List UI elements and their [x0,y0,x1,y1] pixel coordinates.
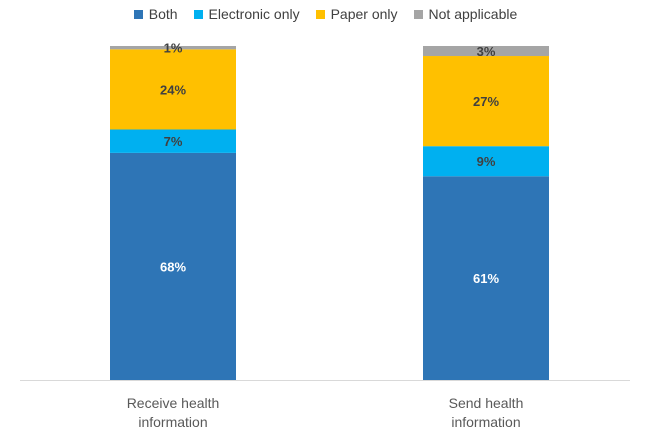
bar-segment-receive-not-applicable [110,46,236,50]
legend-swatch-paper-only [315,9,325,19]
x-tick-label-send-line1: Send health [448,395,524,411]
data-label-receive-both: 68% [160,259,186,274]
data-label-send-paper-only: 27% [473,94,499,109]
bar-segment-send-not-applicable [423,46,549,57]
legend-label-both: Both [148,6,178,22]
legend-swatch-both [133,9,143,19]
legend-label-electronic-only: Electronic only [208,6,300,22]
chart-legend: Both Electronic only Paper only Not appl… [0,6,651,22]
data-label-send-electronic-only: 9% [477,154,496,169]
bar-segment-send-both [423,176,549,380]
data-label-receive-not-applicable: 1% [164,41,183,56]
bar-segment-send-electronic-only [423,146,549,177]
x-tick-label-send-line2: information [451,414,521,430]
data-label-receive-electronic-only: 7% [164,134,183,149]
x-tick-label-receive-line2: information [138,414,208,430]
legend-swatch-not-applicable [413,9,423,19]
data-label-send-both: 61% [473,271,499,286]
x-tick-label-receive-line1: Receive health [126,395,220,411]
legend-swatch-electronic-only [193,9,203,19]
bar-segment-receive-paper-only [110,49,236,130]
legend-item-electronic-only: Electronic only [193,6,300,22]
legend-label-paper-only: Paper only [330,6,398,22]
data-label-receive-paper-only: 24% [160,82,186,97]
x-tick-label-receive: Receive health information [98,394,248,432]
legend-item-paper-only: Paper only [315,6,398,22]
bar-segment-receive-both [110,152,236,380]
x-tick-label-send: Send health information [411,394,561,432]
legend-label-not-applicable: Not applicable [428,6,518,22]
data-label-send-not-applicable: 3% [477,44,496,59]
bar-group: 68% 7% 24% 1% 61% 9% 27% 3% [110,41,549,380]
bar-segment-receive-electronic-only [110,129,236,153]
legend-item-not-applicable: Not applicable [413,6,518,22]
legend-item-both: Both [133,6,178,22]
bar-segment-send-paper-only [423,56,549,147]
